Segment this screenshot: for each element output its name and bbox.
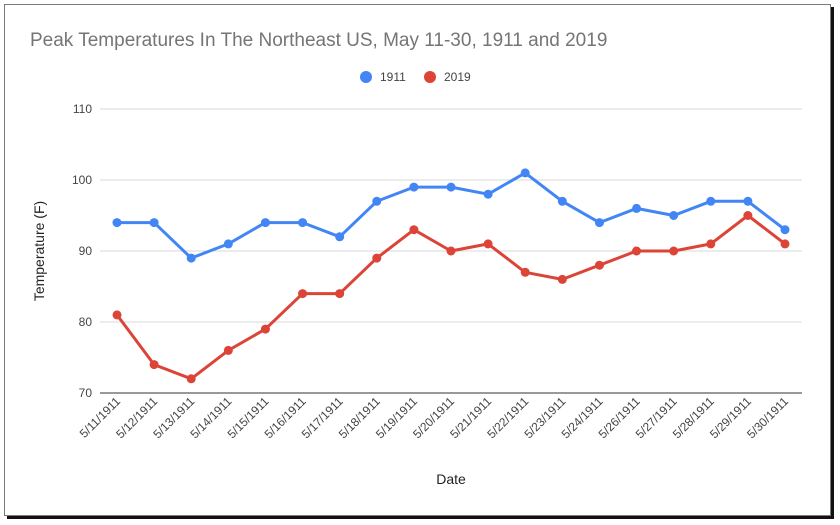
legend-marker (360, 71, 372, 83)
y-tick-label: 70 (79, 386, 93, 400)
y-tick-label: 90 (79, 244, 93, 258)
x-axis-ticks: 5/11/19115/12/19115/13/19115/14/19115/15… (77, 394, 792, 441)
chart-title: Peak Temperatures In The Northeast US, M… (30, 30, 608, 51)
data-point (632, 203, 642, 213)
data-point (780, 225, 790, 235)
data-point (446, 246, 456, 256)
data-point (446, 182, 456, 192)
data-point (557, 274, 567, 284)
x-tick-label: 5/30/1911 (744, 394, 791, 441)
y-tick-label: 80 (79, 315, 93, 329)
data-point (260, 324, 270, 334)
data-point (409, 225, 419, 235)
legend: 1911 2019 (360, 70, 471, 84)
y-axis-label: Temperature (F) (31, 201, 47, 301)
data-point (632, 246, 642, 256)
chart-frame (4, 4, 831, 516)
y-tick-label: 100 (72, 173, 92, 187)
data-point (149, 218, 159, 228)
series-line-2019 (115, 214, 786, 381)
data-point (706, 239, 716, 249)
y-axis-ticks: 70 80 90 100 110 (72, 102, 92, 400)
data-point (780, 239, 790, 249)
x-axis-label: Date (436, 471, 466, 487)
data-point (520, 267, 530, 277)
data-point (669, 246, 679, 256)
data-point (557, 196, 567, 206)
data-point (706, 196, 716, 206)
data-point (335, 289, 345, 299)
data-point (520, 168, 530, 178)
data-point (186, 374, 196, 384)
data-point (112, 310, 122, 320)
data-point (594, 260, 604, 270)
data-point (669, 211, 679, 220)
data-point (223, 239, 233, 249)
data-point (298, 218, 308, 228)
data-point (186, 253, 196, 263)
data-point (335, 232, 345, 242)
data-point (483, 239, 493, 249)
data-point (409, 182, 419, 192)
data-point (743, 196, 753, 206)
data-point (112, 218, 122, 228)
legend-label: 2019 (444, 70, 471, 84)
data-point (483, 189, 493, 199)
y-tick-label: 110 (73, 102, 92, 116)
data-point (372, 253, 382, 263)
data-point (743, 211, 753, 220)
legend-label: 1911 (380, 70, 406, 84)
data-point (260, 218, 270, 228)
series (112, 168, 790, 384)
data-point (149, 360, 159, 370)
data-point (223, 345, 233, 355)
data-point (594, 218, 604, 228)
data-point (298, 289, 308, 299)
legend-marker (424, 71, 436, 83)
data-point (372, 196, 382, 206)
